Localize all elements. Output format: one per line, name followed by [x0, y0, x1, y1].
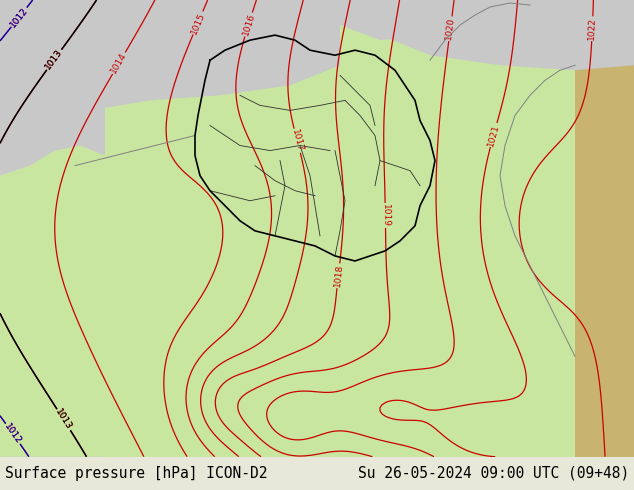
Text: 1013: 1013: [44, 48, 65, 72]
Text: 1016: 1016: [241, 12, 256, 37]
Polygon shape: [0, 0, 340, 125]
Text: 1018: 1018: [333, 264, 344, 288]
Text: 1020: 1020: [444, 17, 456, 41]
Text: 1017: 1017: [290, 128, 304, 153]
Polygon shape: [290, 0, 335, 15]
Text: 1015: 1015: [190, 11, 207, 35]
Text: 1013: 1013: [54, 408, 74, 432]
Bar: [0, 0, 105, 457]
Text: 1019: 1019: [380, 204, 390, 227]
Text: Surface pressure [hPa] ICON-D2: Surface pressure [hPa] ICON-D2: [5, 466, 268, 481]
Text: 1014: 1014: [109, 51, 129, 75]
Text: 1013: 1013: [44, 48, 65, 72]
Text: 1012: 1012: [3, 422, 23, 445]
Text: 1022: 1022: [587, 17, 597, 40]
Text: 1012: 1012: [8, 5, 30, 29]
Bar: [575, 0, 634, 457]
Polygon shape: [370, 0, 634, 70]
Text: 1013: 1013: [54, 408, 74, 432]
Text: 1012: 1012: [8, 5, 30, 29]
Polygon shape: [0, 146, 105, 457]
Text: 1021: 1021: [486, 123, 501, 147]
Text: Su 26-05-2024 09:00 UTC (09+48): Su 26-05-2024 09:00 UTC (09+48): [358, 466, 629, 481]
Text: 1012: 1012: [3, 422, 23, 445]
Polygon shape: [320, 0, 430, 40]
Polygon shape: [235, 0, 275, 10]
